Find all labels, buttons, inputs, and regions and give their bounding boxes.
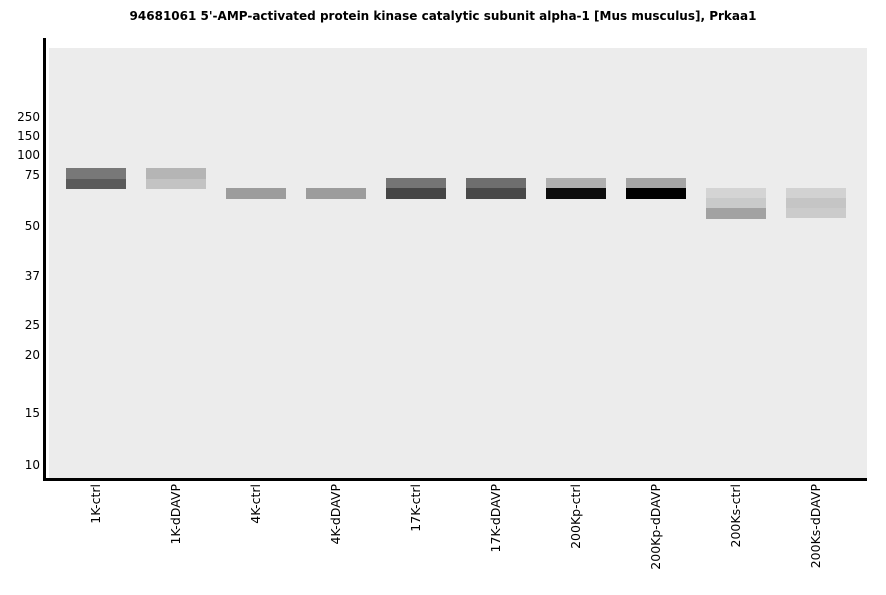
mw-marker-label-10: 10 [24, 458, 40, 472]
lane-label-1K-dDAVP: 1K-dDAVP [168, 484, 183, 545]
band-segment-200Ks-dDAVP-0 [786, 188, 846, 198]
band-segment-200Kp-dDAVP-1 [626, 188, 686, 199]
band-segment-4K-dDAVP-0 [306, 188, 366, 199]
band-segment-17K-dDAVP-1 [466, 188, 526, 199]
lane-label-200Ks-dDAVP: 200Ks-dDAVP [808, 484, 823, 569]
mw-marker-label-100: 100 [17, 148, 40, 162]
lane-label-200Ks-ctrl: 200Ks-ctrl [728, 484, 743, 548]
band-segment-200Ks-ctrl-0 [706, 188, 766, 198]
band-segment-200Ks-dDAVP-1 [786, 198, 846, 208]
mw-marker-label-75: 75 [24, 168, 40, 182]
band-segment-17K-ctrl-1 [386, 188, 446, 199]
figure-title: 94681061 5'-AMP-activated protein kinase… [129, 9, 757, 23]
band-segment-17K-dDAVP-0 [466, 178, 526, 188]
lane-label-1K-ctrl: 1K-ctrl [88, 484, 103, 524]
lane-label-17K-dDAVP: 17K-dDAVP [488, 484, 503, 553]
band-segment-1K-ctrl-0 [66, 168, 126, 179]
x-axis-line [43, 478, 867, 481]
mw-marker-label-50: 50 [24, 219, 40, 233]
band-segment-200Ks-dDAVP-2 [786, 208, 846, 218]
mw-marker-label-15: 15 [24, 406, 40, 420]
band-segment-200Ks-ctrl-2 [706, 208, 766, 219]
y-axis-line [43, 38, 46, 481]
lane-label-4K-dDAVP: 4K-dDAVP [328, 484, 343, 545]
band-segment-1K-ctrl-1 [66, 179, 126, 189]
band-segment-17K-ctrl-0 [386, 178, 446, 188]
band-segment-200Kp-dDAVP-0 [626, 178, 686, 188]
mw-marker-label-37: 37 [24, 269, 40, 283]
band-segment-1K-dDAVP-1 [146, 179, 206, 189]
blot-plot-area [49, 48, 867, 478]
lane-label-200Kp-dDAVP: 200Kp-dDAVP [648, 484, 663, 570]
mw-marker-label-20: 20 [24, 348, 40, 362]
lane-label-200Kp-ctrl: 200Kp-ctrl [568, 484, 583, 549]
mw-marker-label-25: 25 [24, 318, 40, 332]
lane-label-4K-ctrl: 4K-ctrl [248, 484, 263, 524]
band-segment-200Kp-ctrl-1 [546, 188, 606, 199]
band-segment-200Ks-ctrl-1 [706, 198, 766, 208]
band-segment-200Kp-ctrl-0 [546, 178, 606, 188]
band-segment-1K-dDAVP-0 [146, 168, 206, 179]
mw-marker-label-150: 150 [17, 129, 40, 143]
band-segment-4K-ctrl-0 [226, 188, 286, 199]
lane-label-17K-ctrl: 17K-ctrl [408, 484, 423, 532]
mw-marker-label-250: 250 [17, 110, 40, 124]
